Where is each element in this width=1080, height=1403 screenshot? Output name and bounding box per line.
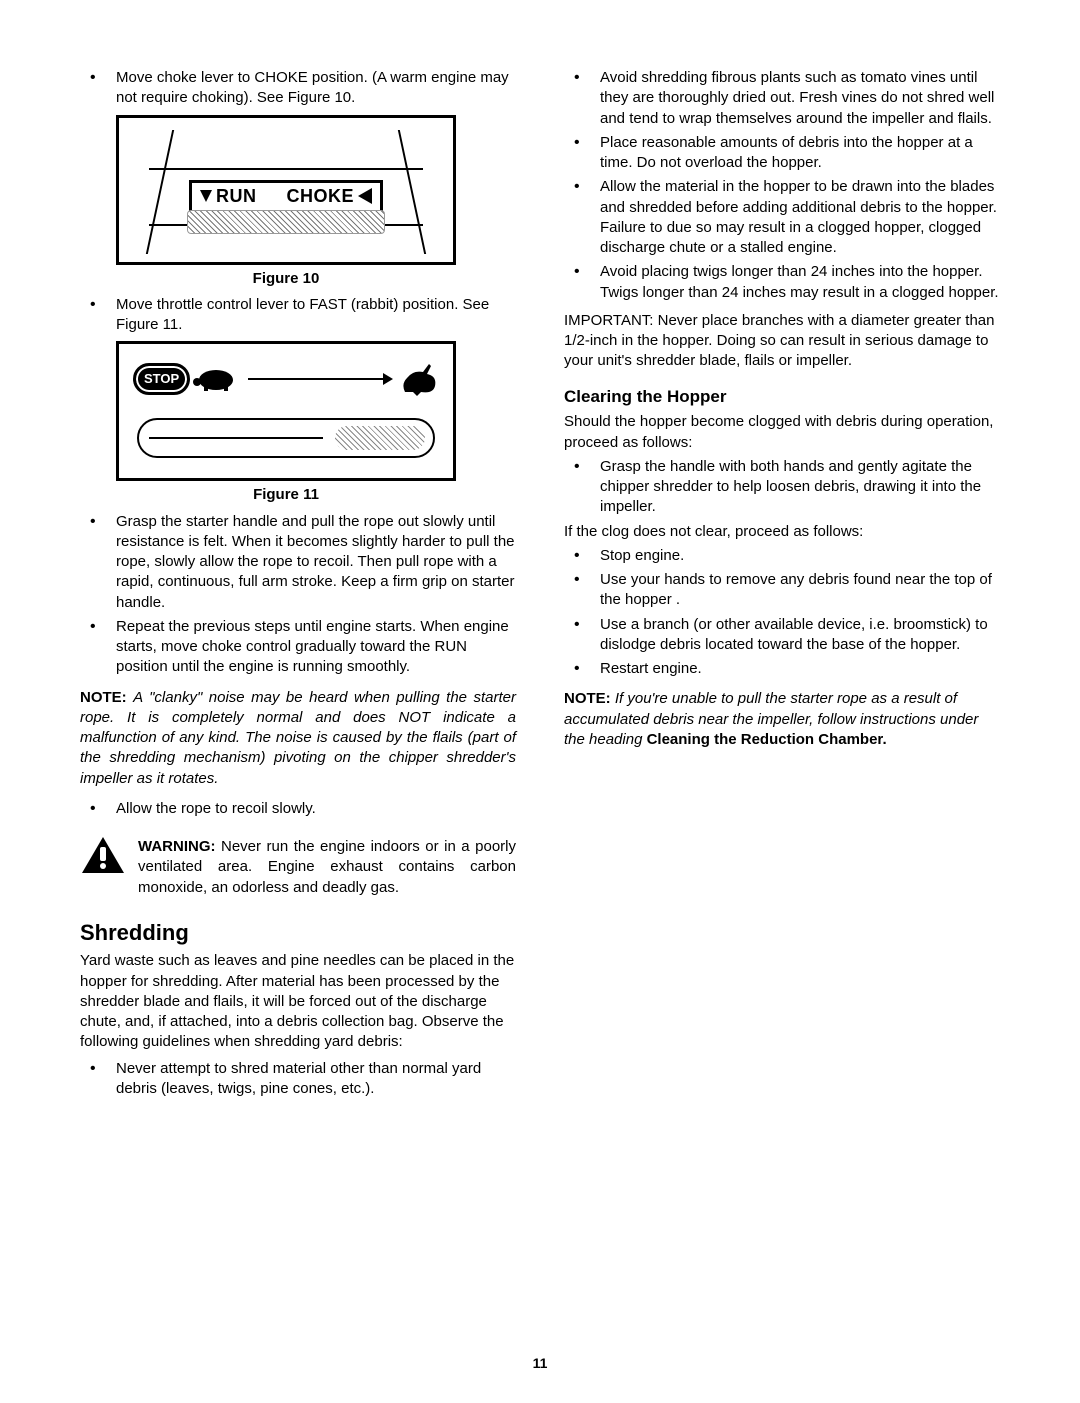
bullet-list: Grasp the handle with both hands and gen… (564, 457, 1000, 518)
page-number: 11 (0, 1354, 1080, 1373)
turtle-icon (190, 366, 240, 392)
right-column: Avoid shredding fibrous plants such as t… (564, 68, 1000, 1103)
clearing-intro: Should the hopper become clogged with de… (564, 412, 1000, 453)
list-item: Never attempt to shred material other th… (80, 1059, 516, 1100)
figure-10-diagram: RUN CHOKE (116, 115, 456, 265)
note-body-bold: Cleaning the Reduction Chamber. (647, 731, 887, 748)
throttle-track (248, 378, 391, 380)
warning-text: WARNING: Never run the engine indoors or… (138, 837, 516, 898)
choke-label: CHOKE (286, 184, 354, 208)
shredding-heading: Shredding (80, 918, 516, 948)
warning-block: WARNING: Never run the engine indoors or… (80, 833, 516, 902)
note-body: A "clanky" noise may be heard when pulli… (80, 689, 516, 787)
stop-badge: STOP (133, 363, 190, 395)
throttle-slot (137, 418, 435, 458)
note-paragraph: NOTE: If you're unable to pull the start… (564, 689, 1000, 750)
figure-11-diagram: STOP (116, 341, 456, 481)
important-paragraph: IMPORTANT: Never place branches with a d… (564, 311, 1000, 372)
list-item: Move choke lever to CHOKE position. (A w… (80, 68, 516, 109)
bullet-list: Move choke lever to CHOKE position. (A w… (80, 68, 516, 109)
two-column-layout: Move choke lever to CHOKE position. (A w… (80, 68, 1000, 1103)
note-paragraph: NOTE: A "clanky" noise may be heard when… (80, 688, 516, 789)
list-item: Place reasonable amounts of debris into … (564, 133, 1000, 174)
rabbit-icon (399, 362, 439, 396)
list-item: Grasp the handle with both hands and gen… (564, 457, 1000, 518)
clearing-heading: Clearing the Hopper (564, 386, 1000, 409)
hatched-area (187, 210, 385, 234)
left-column: Move choke lever to CHOKE position. (A w… (80, 68, 516, 1103)
bullet-list: Allow the rope to recoil slowly. (80, 799, 516, 819)
bullet-list: Avoid shredding fibrous plants such as t… (564, 68, 1000, 303)
run-label: RUN (216, 184, 257, 208)
list-item: Allow the material in the hopper to be d… (564, 177, 1000, 258)
bullet-list: Never attempt to shred material other th… (80, 1059, 516, 1100)
list-item: Repeat the previous steps until engine s… (80, 617, 516, 678)
bullet-list: Grasp the starter handle and pull the ro… (80, 512, 516, 678)
list-item: Avoid placing twigs longer than 24 inche… (564, 262, 1000, 303)
choke-knob-icon (358, 188, 372, 204)
list-item: Avoid shredding fibrous plants such as t… (564, 68, 1000, 129)
bullet-list: Move throttle control lever to FAST (rab… (80, 295, 516, 336)
list-item: Grasp the starter handle and pull the ro… (80, 512, 516, 613)
list-item: Move throttle control lever to FAST (rab… (80, 295, 516, 336)
figure-11-caption: Figure 11 (116, 485, 456, 505)
down-arrow-icon (200, 190, 212, 202)
figure-11: STOP Figure 11 (116, 341, 516, 505)
figure-10: RUN CHOKE Figure 10 (116, 115, 516, 289)
warning-lead: WARNING: (138, 838, 216, 855)
list-item: Restart engine. (564, 659, 1000, 679)
list-item: Use your hands to remove any debris foun… (564, 570, 1000, 611)
list-item: Stop engine. (564, 546, 1000, 566)
figure-10-caption: Figure 10 (116, 269, 456, 289)
note-lead: NOTE: (564, 690, 611, 707)
shredding-intro: Yard waste such as leaves and pine needl… (80, 951, 516, 1052)
list-item: Allow the rope to recoil slowly. (80, 799, 516, 819)
bullet-list: Stop engine. Use your hands to remove an… (564, 546, 1000, 680)
clog-line: If the clog does not clear, proceed as f… (564, 522, 1000, 542)
note-lead: NOTE: (80, 689, 127, 706)
list-item: Use a branch (or other available device,… (564, 615, 1000, 656)
warning-triangle-icon (80, 835, 126, 875)
